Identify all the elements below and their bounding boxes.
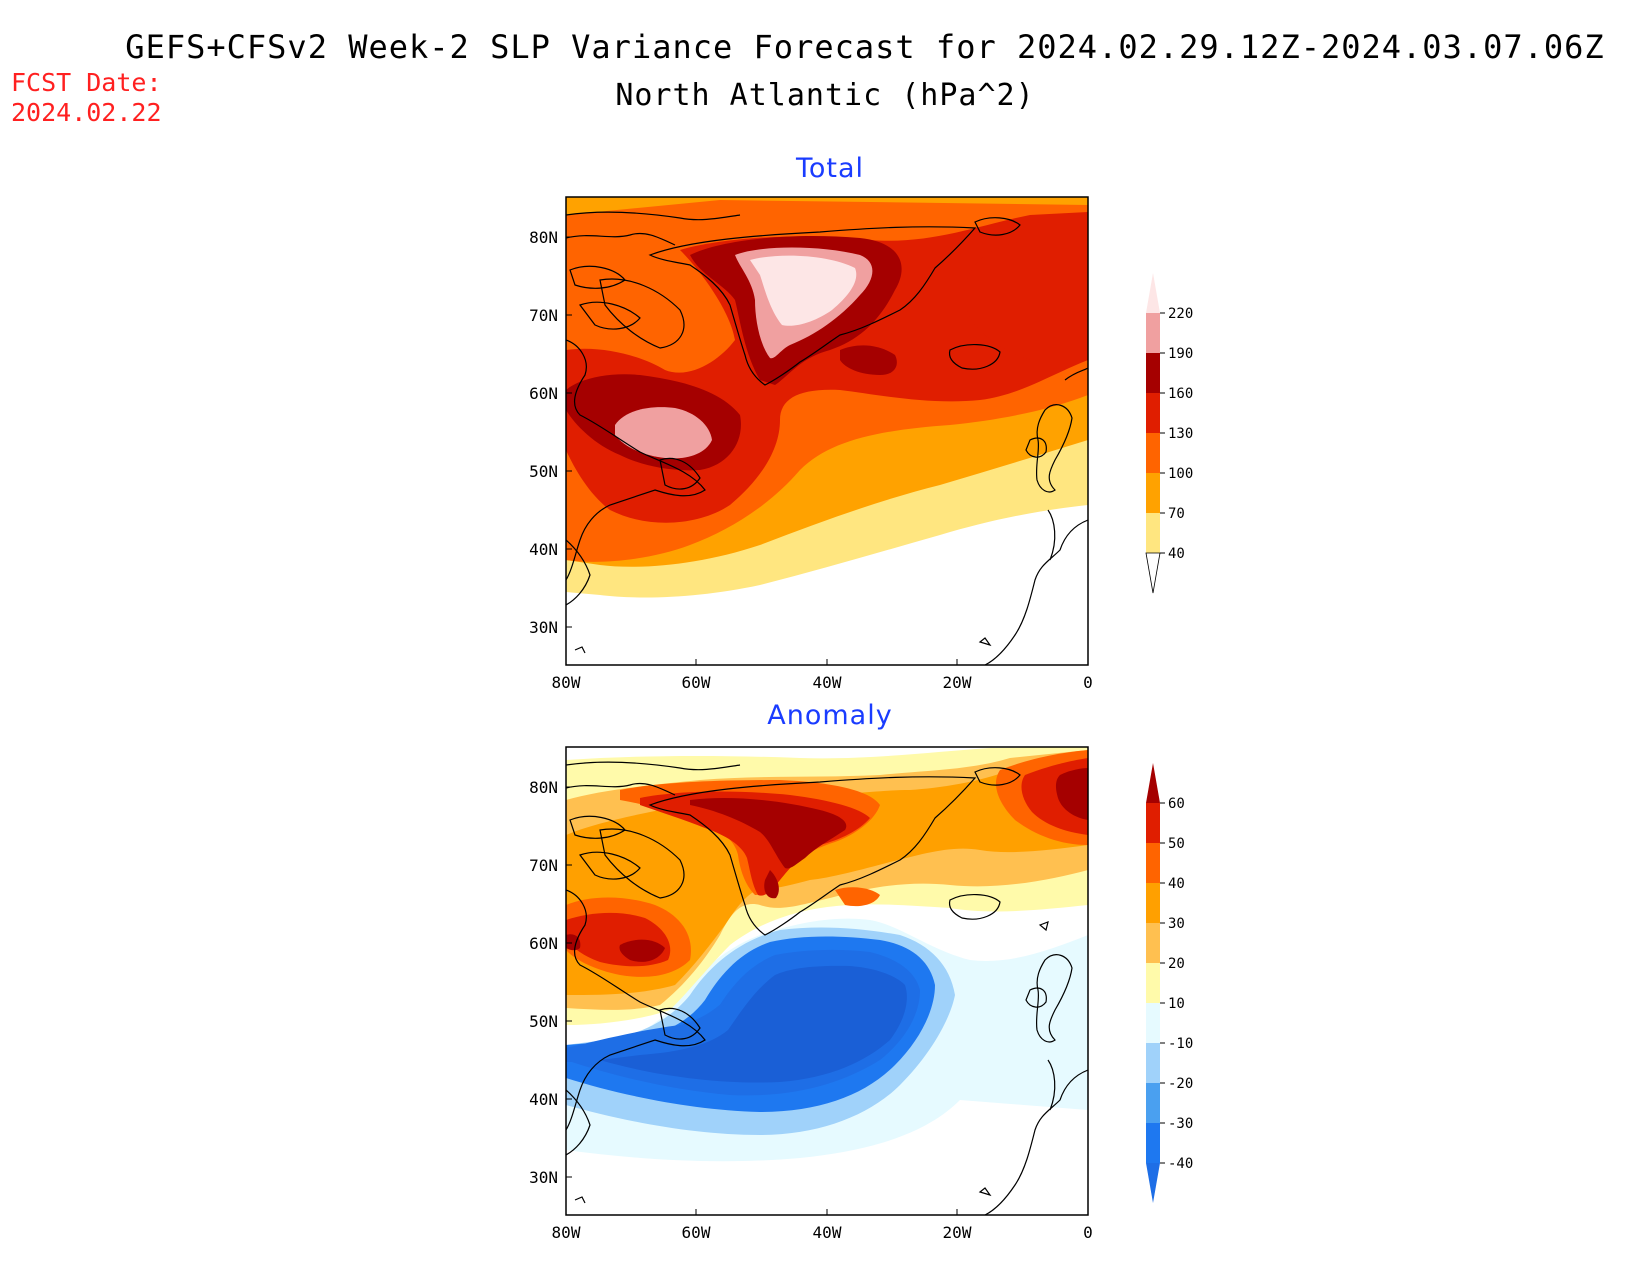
subtitle: North Atlantic (hPa^2): [615, 78, 1035, 113]
lon-tick-label: 40W: [813, 673, 842, 692]
colorbar-label: 100: [1168, 466, 1193, 482]
lon-tick-label: 60W: [682, 1223, 711, 1242]
lat-tick-label: 50N: [529, 1012, 558, 1031]
lat-tick-label: 30N: [529, 618, 558, 637]
total-lat-axis: 80N 70N 60N 50N 40N 30N: [529, 228, 572, 637]
colorbar-label: 220: [1168, 306, 1193, 322]
colorbar-label: 40: [1168, 546, 1185, 562]
colorbar-label: -30: [1168, 1116, 1193, 1132]
colorbar-label: 60: [1168, 796, 1185, 812]
colorbar-label: -20: [1168, 1076, 1193, 1092]
colorbar-label: 190: [1168, 346, 1193, 362]
colorbar-label: 130: [1168, 426, 1193, 442]
lat-tick-label: 70N: [529, 306, 558, 325]
colorbar-label: -10: [1168, 1036, 1193, 1052]
lat-tick-label: 40N: [529, 540, 558, 559]
colorbar-label: 10: [1168, 996, 1185, 1012]
lon-tick-label: 80W: [552, 1223, 581, 1242]
lat-tick-label: 50N: [529, 462, 558, 481]
lat-tick-label: 40N: [529, 1090, 558, 1109]
anomaly-lon-axis: 80W 60W 40W 20W 0: [552, 1209, 1093, 1242]
panel-title-total: Total: [795, 153, 865, 184]
total-map: [566, 197, 1088, 665]
total-colorbar: 40 70 100 130 160 190 220: [1145, 273, 1193, 594]
total-lon-axis: 80W 60W 40W 20W 0: [552, 659, 1093, 692]
forecast-date-value: 2024.02.22: [11, 98, 162, 127]
colorbar-label: 50: [1168, 836, 1185, 852]
lon-tick-label: 0: [1083, 673, 1093, 692]
lon-tick-label: 40W: [813, 1223, 842, 1242]
lat-tick-label: 60N: [529, 934, 558, 953]
lat-tick-label: 60N: [529, 384, 558, 403]
lon-tick-label: 20W: [943, 1223, 972, 1242]
forecast-date: FCST Date: 2024.02.22: [11, 68, 162, 128]
lon-tick-label: 0: [1083, 1223, 1093, 1242]
lon-tick-label: 20W: [943, 673, 972, 692]
anomaly-lat-axis: 80N 70N 60N 50N 40N 30N: [529, 778, 572, 1187]
lat-tick-label: 80N: [529, 228, 558, 247]
lon-tick-label: 60W: [682, 673, 711, 692]
colorbar-label: 30: [1168, 916, 1185, 932]
lat-tick-label: 30N: [529, 1168, 558, 1187]
anomaly-map: [566, 747, 1088, 1215]
colorbar-label: -40: [1168, 1156, 1193, 1172]
lon-tick-label: 80W: [552, 673, 581, 692]
forecast-date-label: FCST Date:: [11, 68, 162, 97]
colorbar-label: 40: [1168, 876, 1185, 892]
lat-tick-label: 70N: [529, 856, 558, 875]
main-title: GEFS+CFSv2 Week-2 SLP Variance Forecast …: [125, 28, 1605, 66]
lat-tick-label: 80N: [529, 778, 558, 797]
colorbar-label: 70: [1168, 506, 1185, 522]
colorbar-label: 160: [1168, 386, 1193, 402]
colorbar-label: 20: [1168, 956, 1185, 972]
anomaly-colorbar: -40 -30 -20 -10 10 20 30 40 50 60: [1146, 763, 1193, 1203]
panel-title-anomaly: Anomaly: [767, 700, 893, 731]
